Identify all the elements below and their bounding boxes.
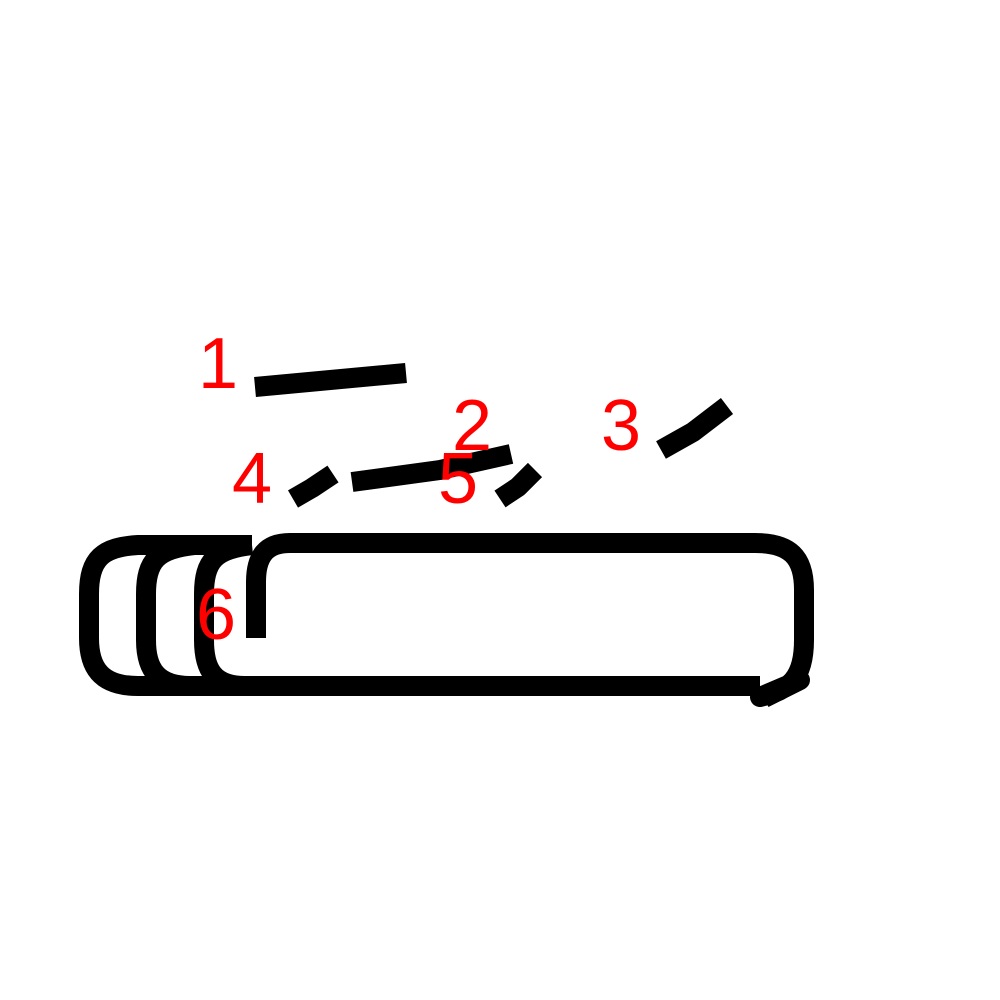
stroke-4 xyxy=(287,465,339,508)
stroke-6-bottom xyxy=(194,535,760,696)
stroke-number-1: 1 xyxy=(198,324,238,404)
stroke-6-loop-3 xyxy=(79,535,194,696)
stroke-numbers: 1 2 3 4 5 6 xyxy=(196,324,641,655)
stroke-number-2: 2 xyxy=(452,386,492,466)
stroke-6-outer xyxy=(246,533,814,707)
stroke-number-6: 6 xyxy=(196,575,236,655)
stroke-5 xyxy=(494,462,543,508)
stroke-3 xyxy=(656,398,734,459)
stroke-number-3: 3 xyxy=(601,386,641,466)
stroke-2 xyxy=(350,444,514,492)
stroke-number-4: 4 xyxy=(232,439,272,519)
stroke-number-5: 5 xyxy=(438,439,478,519)
stroke-1 xyxy=(254,363,407,397)
strokes xyxy=(79,363,814,707)
